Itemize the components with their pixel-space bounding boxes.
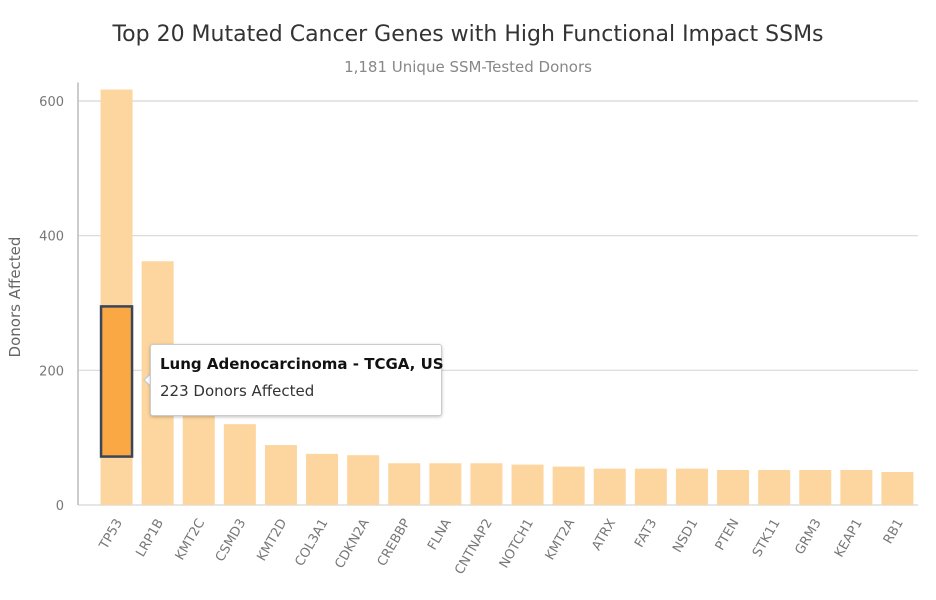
- tooltip-value: 223 Donors Affected: [160, 382, 315, 400]
- x-tick-label: TP53: [96, 517, 126, 553]
- y-tick-label: 200: [39, 364, 64, 379]
- x-tick-label: LRP1B: [133, 517, 167, 560]
- bar-kmt2c[interactable]: [182, 410, 215, 505]
- x-tick-label: CREBBP: [375, 516, 414, 569]
- bar-grm3[interactable]: [799, 469, 832, 505]
- x-tick-label: KMT2A: [543, 516, 578, 562]
- bar-kmt2d[interactable]: [264, 445, 297, 505]
- tooltip-title: Lung Adenocarcinoma - TCGA, US: [160, 355, 444, 373]
- x-tick-label: NOTCH1: [497, 517, 537, 571]
- bar-flna[interactable]: [429, 463, 462, 505]
- bar-cntnap2[interactable]: [470, 463, 503, 505]
- y-tick-label: 0: [56, 499, 64, 514]
- x-tick-label: FLNA: [425, 516, 455, 552]
- bar-rb1[interactable]: [881, 472, 914, 505]
- bar-col3a1[interactable]: [306, 453, 339, 505]
- bar-nsd1[interactable]: [675, 468, 708, 505]
- bar-crebbp[interactable]: [388, 463, 421, 505]
- bar-segment-highlighted[interactable]: [99, 305, 134, 458]
- bar-keap1[interactable]: [840, 469, 873, 505]
- chart-title: Top 20 Mutated Cancer Genes with High Fu…: [112, 22, 824, 47]
- bar-fat3[interactable]: [634, 468, 667, 505]
- x-tick-label: CSMD3: [213, 517, 249, 565]
- x-tick-label: ATRX: [589, 516, 619, 553]
- bar-atrx[interactable]: [593, 468, 626, 505]
- x-tick-label: RB1: [881, 517, 907, 547]
- tooltip: Lung Adenocarcinoma - TCGA, US 223 Donor…: [150, 344, 444, 416]
- x-tick-label: KMT2D: [254, 517, 290, 564]
- x-tick-label: CNTNAP2: [452, 517, 496, 578]
- x-tick-label: KEAP1: [832, 517, 866, 561]
- y-tick-label: 400: [39, 230, 64, 245]
- chart-subtitle: 1,181 Unique SSM-Tested Donors: [344, 58, 592, 76]
- y-tick-label: 600: [39, 95, 64, 110]
- x-tick-label: COL3A1: [293, 517, 332, 570]
- bar-pten[interactable]: [717, 469, 750, 505]
- x-tick-label: STK11: [750, 517, 784, 560]
- x-tick-label: NSD1: [670, 517, 701, 556]
- x-tick-label: CDKN2A: [332, 516, 372, 571]
- x-tick-label: FAT3: [632, 517, 660, 551]
- y-axis-title: Donors Affected: [6, 237, 24, 358]
- bar-kmt2a[interactable]: [552, 466, 585, 505]
- bar-notch1[interactable]: [511, 464, 544, 505]
- bar-csmd3[interactable]: [223, 424, 256, 505]
- bar-stk11[interactable]: [758, 469, 791, 505]
- x-tick-label: PTEN: [713, 517, 743, 554]
- x-tick-label: GRM3: [792, 517, 824, 558]
- x-tick-label: KMT2C: [173, 517, 209, 563]
- bar-cdkn2a[interactable]: [347, 455, 380, 505]
